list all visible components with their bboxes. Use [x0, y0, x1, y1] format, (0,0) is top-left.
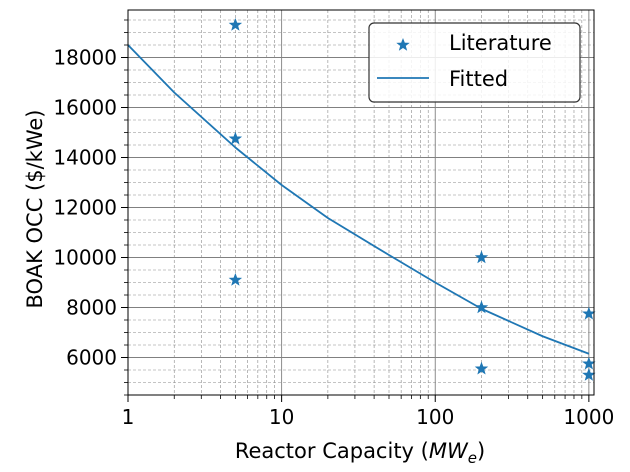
literature-point	[474, 361, 489, 375]
x-tick-label: 100	[416, 405, 454, 429]
y-axis-title: BOAK OCC ($/kWe)	[23, 110, 47, 309]
legend: Literature Fitted	[368, 22, 581, 103]
literature-point	[582, 306, 596, 320]
y-tick-label: 6000	[66, 346, 117, 370]
plot-frame	[127, 9, 595, 396]
tick-marks	[121, 19, 590, 402]
tick-labels: 1 10 100 1000 6000 8000 10000 12000 14000 16000 18…	[53, 46, 614, 430]
literature-point	[228, 17, 243, 31]
y-tick-label: 8000	[66, 296, 117, 320]
legend-label-fitted: Fitted	[449, 67, 508, 91]
legend-star-marker	[396, 37, 410, 51]
y-tick-label: 12000	[53, 196, 117, 220]
y-tick-label: 10000	[53, 246, 117, 270]
literature-point	[474, 250, 489, 264]
x-tick-label: 1	[122, 405, 135, 429]
legend-label-literature: Literature	[449, 31, 552, 55]
x-tick-label: 1000	[563, 405, 614, 429]
x-tick-label: 10	[269, 405, 294, 429]
y-tick-label: 16000	[53, 96, 117, 120]
fitted-curve	[127, 44, 590, 355]
literature-point	[582, 356, 596, 370]
y-tick-label: 18000	[53, 46, 117, 70]
series-layer	[127, 17, 596, 381]
legend-frame	[368, 22, 581, 103]
literature-point	[228, 131, 243, 145]
literature-point	[474, 300, 489, 314]
legend-star-marker	[396, 37, 410, 51]
literature-point	[228, 272, 243, 286]
x-axis-title: Reactor Capacity (MWe)	[235, 439, 485, 467]
literature-point	[582, 367, 596, 381]
y-tick-label: 14000	[53, 146, 117, 170]
